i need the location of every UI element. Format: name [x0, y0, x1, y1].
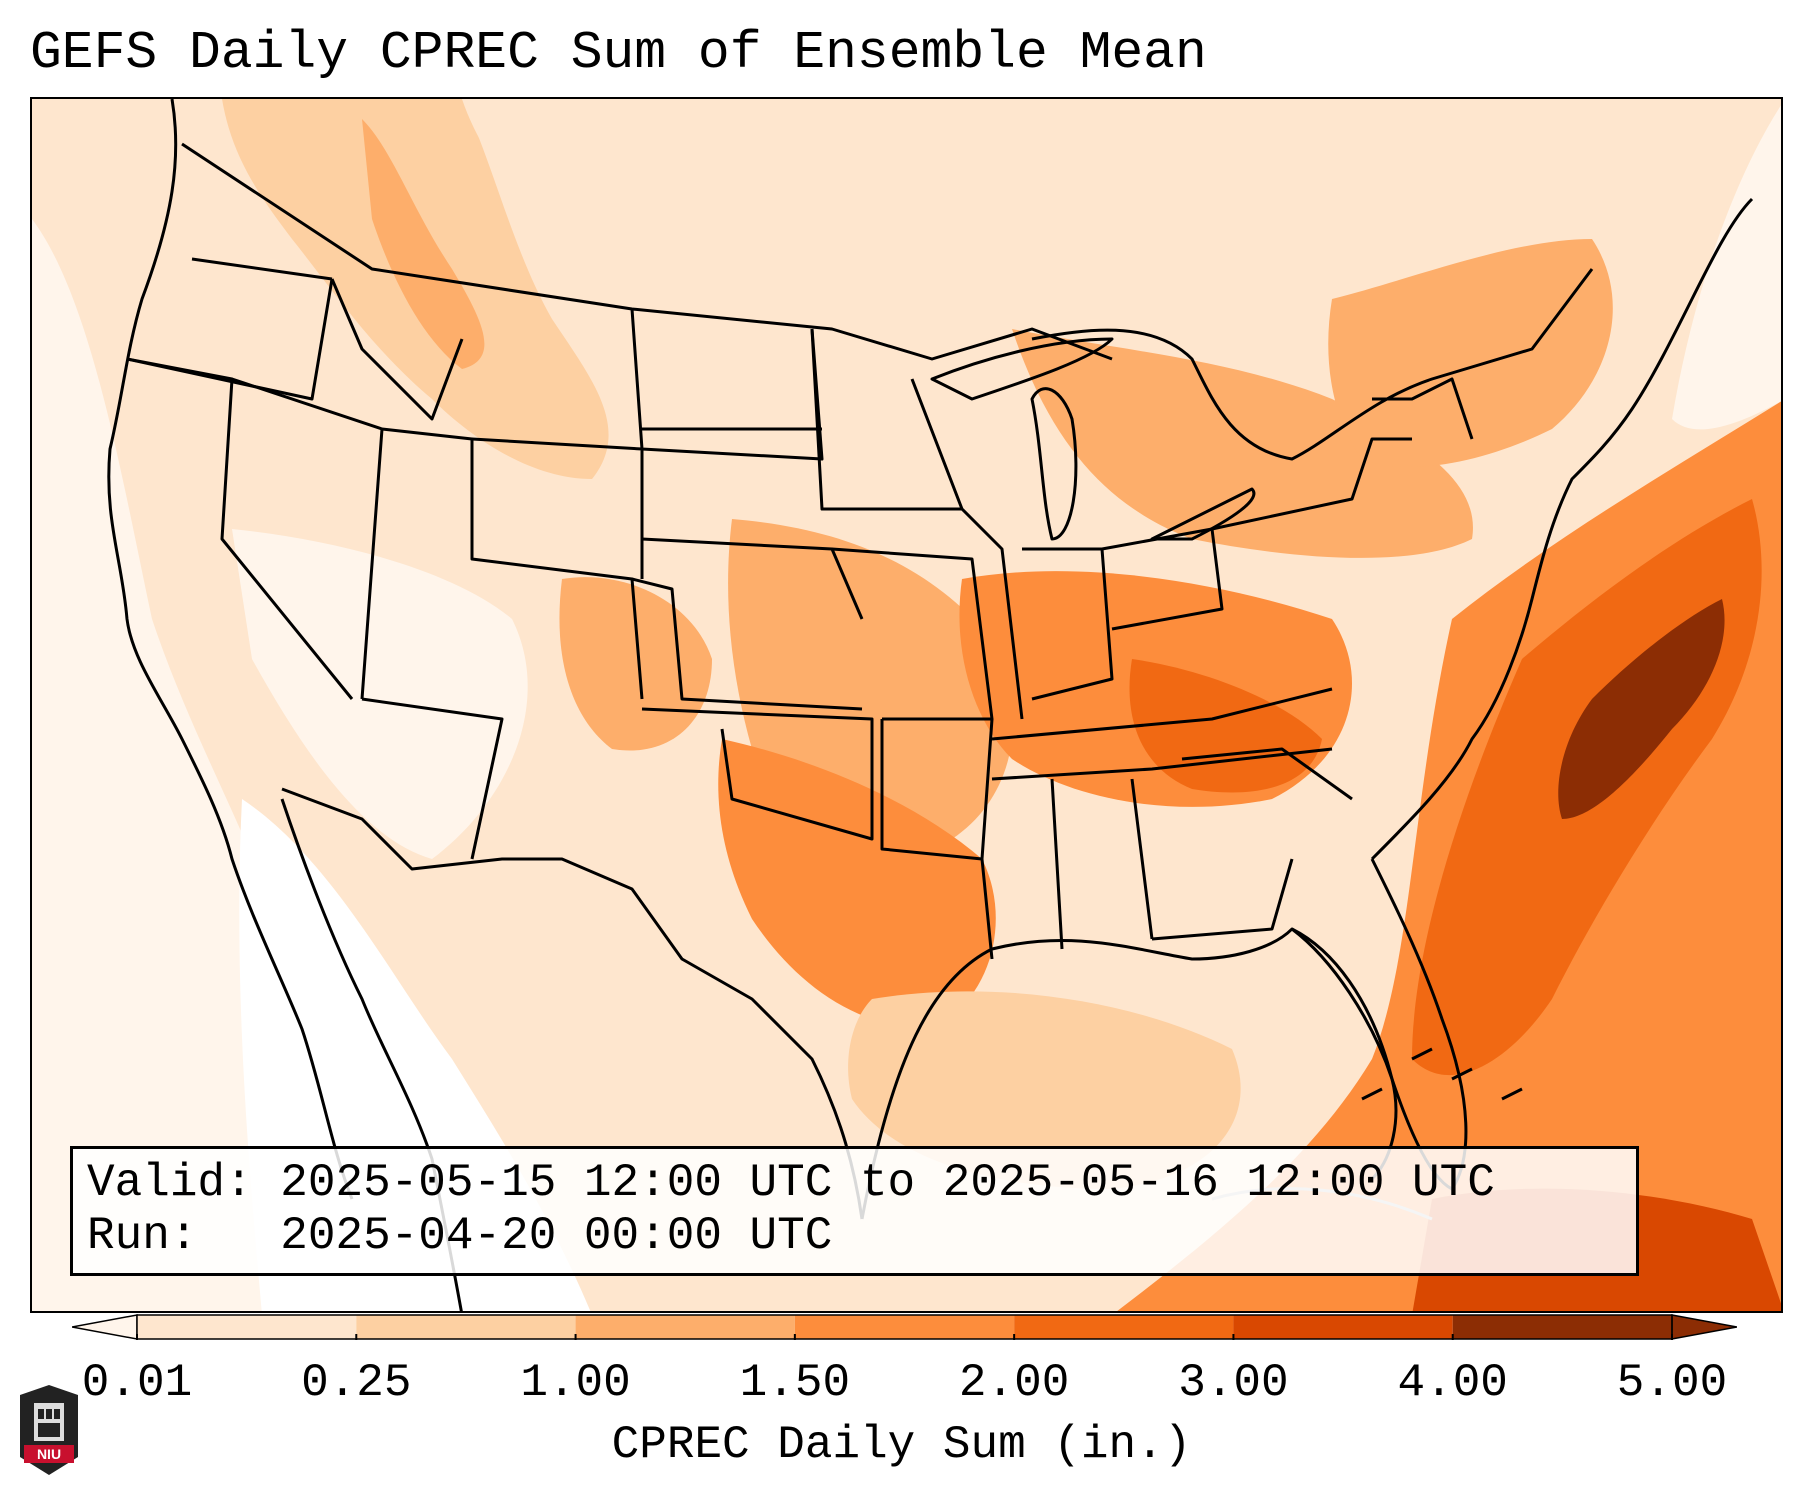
gulf-light	[848, 991, 1241, 1189]
niu-logo: NIU	[20, 1385, 78, 1477]
run-value: 2025-04-20 00:00 UTC	[280, 1210, 833, 1262]
precipitation-map: Valid: 2025-05-15 12:00 UTC to 2025-05-1…	[30, 97, 1783, 1313]
colorbar-segment	[1233, 1315, 1453, 1339]
colorbar-tick-label: 1.00	[520, 1357, 631, 1409]
colorbar-label: CPREC Daily Sum (in.)	[611, 1419, 1192, 1471]
niu-logo-icon: NIU	[20, 1385, 78, 1475]
east-coast	[1370, 197, 1754, 861]
precip-field-layer	[32, 99, 1781, 1311]
state-line-mn-ia	[810, 328, 962, 511]
state-line-az-nm	[361, 697, 504, 860]
state-line-sc-nc	[1181, 747, 1353, 801]
map-title: GEFS Daily CPREC Sum of Ensemble Mean	[30, 23, 1207, 83]
colorbar-segment	[137, 1315, 357, 1339]
colorbar-tick-label: 1.50	[739, 1357, 851, 1409]
colorbar-segment	[356, 1315, 576, 1339]
northern-rockies-core	[362, 119, 485, 369]
boundary-lines	[107, 99, 1754, 1311]
state-line-ut-co	[381, 427, 644, 700]
northeast-moist	[1328, 239, 1613, 468]
valid-value: 2025-05-15 12:00 UTC to 2025-05-16 12:00…	[280, 1157, 1495, 1209]
lake-superior	[930, 337, 1114, 401]
desert-southwest-dry	[32, 219, 451, 1311]
great-lakes-border	[1031, 268, 1594, 461]
bahamas-outline	[1361, 1047, 1523, 1101]
colorbar-segment	[575, 1315, 795, 1339]
atlantic-core	[1558, 599, 1725, 819]
logo-text: NIU	[37, 1446, 61, 1462]
colorbar-tick-label: 0.25	[301, 1357, 412, 1409]
colorbar-tick-label: 5.00	[1616, 1357, 1728, 1409]
state-line-pa-ny	[1211, 437, 1412, 531]
colorbar-outline	[136, 1314, 1673, 1340]
state-line-or-id	[126, 278, 334, 401]
west-coast	[107, 99, 354, 1200]
colorbar-tick-label: 3.00	[1178, 1357, 1289, 1409]
lake-michigan	[1030, 387, 1078, 541]
valid-run-info-box: Valid: 2025-05-15 12:00 UTC to 2025-05-1…	[70, 1146, 1639, 1276]
colorbar-segment	[794, 1315, 1015, 1339]
state-line-wi-il	[910, 378, 1024, 720]
state-line-wa-or	[191, 257, 333, 281]
state-line-ok-tx	[641, 707, 874, 841]
state-line-co-ks	[631, 577, 863, 711]
state-line-new-england	[1372, 377, 1474, 440]
valid-label: Valid:	[87, 1157, 253, 1209]
tennessee-valley-core	[1129, 659, 1322, 793]
state-line-ar-la	[880, 718, 994, 861]
lake-erie	[1150, 487, 1256, 541]
colorbar-extend-low	[72, 1314, 138, 1340]
colorbar	[72, 1314, 1737, 1340]
colorbar-tick-label: 4.00	[1397, 1357, 1508, 1409]
state-line-tn-ms	[991, 747, 1333, 781]
great-lakes-moist	[1012, 329, 1473, 558]
run-label: Run:	[87, 1210, 198, 1262]
east-edge-clip	[1672, 105, 1781, 430]
state-line-ga-fl	[1151, 858, 1294, 941]
southern-plains-moist	[718, 739, 996, 1029]
colorbar-tick-label: 2.00	[958, 1357, 1070, 1409]
state-line-ky-tn	[991, 687, 1333, 741]
great-basin-light	[232, 529, 528, 859]
montana-light	[462, 99, 1039, 293]
colorbar-segment	[1452, 1315, 1672, 1339]
state-line-in-oh	[1022, 547, 1114, 701]
canada-border	[181, 142, 1113, 361]
colorbar-segment	[1014, 1315, 1234, 1339]
colorbar-extend-high	[1671, 1314, 1737, 1340]
state-line-ms-al	[980, 778, 1154, 960]
state-line-mo	[831, 547, 994, 721]
colorbar-segments	[72, 1314, 1737, 1340]
map-canvas	[32, 99, 1781, 1311]
state-line-id-mt	[330, 278, 464, 421]
colorbar-tick-label: 0.01	[81, 1357, 193, 1409]
